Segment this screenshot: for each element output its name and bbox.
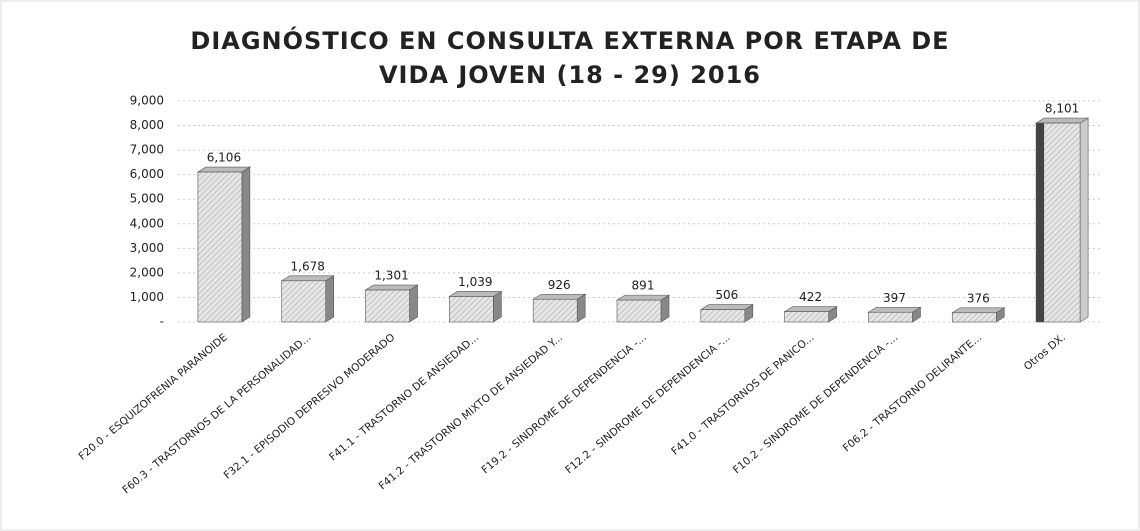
value-label: 891 [632, 279, 655, 293]
bar [197, 171, 243, 323]
bar-top [699, 304, 754, 310]
bar [700, 309, 746, 323]
bar [784, 311, 829, 323]
value-label: 376 [967, 291, 990, 305]
x-tick-label: F60.3 - TRASTORNOS DE LA PERSONALIDAD... [120, 331, 313, 496]
value-label: 1,039 [458, 275, 492, 289]
y-tick-label: 8,000 [130, 118, 164, 132]
x-tick-label: F41.2 - TRASTORNO MIXTO DE ANSIEDAD Y... [377, 331, 565, 492]
bar [868, 311, 913, 323]
bar-edge [1036, 123, 1045, 323]
bar-top [196, 166, 251, 173]
bar-side [1079, 117, 1089, 323]
value-label: 926 [548, 278, 571, 292]
bar-top [783, 306, 838, 312]
y-tick-label: 2,000 [130, 265, 164, 279]
bar [365, 289, 410, 323]
x-tick-label: F19.2 - SINDROME DE DEPENDENCIA -... [479, 331, 648, 476]
x-tick-label: F32.1 - EPISODIO DEPRESIVO MODERADO [222, 331, 398, 481]
bar-side [241, 166, 251, 323]
bar [532, 298, 578, 323]
x-tick-label: F12.2 - SINDROME DE DEPENDENCIA -... [563, 331, 732, 476]
bar-top [364, 284, 419, 291]
x-tick-label: Otros DX. [1022, 331, 1068, 373]
bar-top [280, 275, 335, 282]
y-tick-label: 5,000 [130, 192, 164, 206]
x-tick-label: F10.2 - SINDROME DE DEPENDENCIA -... [731, 331, 900, 476]
y-tick-label: 4,000 [130, 216, 164, 230]
y-tick-label: 3,000 [130, 241, 164, 255]
bar-top [532, 293, 587, 300]
value-label: 506 [715, 288, 738, 302]
value-label: 1,678 [291, 259, 325, 273]
bar-top [867, 306, 922, 313]
bar-top [615, 294, 671, 301]
bar-top [1035, 117, 1090, 124]
x-tick-label: F41.1 - TRASTORNO DE ANSIEDAD... [327, 331, 481, 463]
bar [449, 296, 494, 323]
bar-top [448, 291, 503, 297]
y-tick-label: 7,000 [130, 143, 164, 157]
bar-side [409, 284, 418, 323]
y-tick-label: 1,000 [130, 290, 164, 304]
value-label: 1,301 [374, 269, 408, 283]
bar [281, 280, 327, 323]
value-label: 6,106 [207, 151, 241, 165]
chart-title: DIAGNÓSTICO EN CONSULTA EXTERNA POR ETAP… [190, 25, 949, 55]
value-label: 8,101 [1045, 102, 1079, 116]
bar-top [951, 307, 1006, 314]
y-tick-label: 9,000 [130, 94, 164, 108]
value-label: 422 [799, 290, 822, 304]
bar [951, 312, 997, 323]
x-tick-label: F41.0 - TRASTORNOS DE PANICO... [669, 331, 816, 457]
x-tick-label: F20.0 - ESQUIZOFRENIA PARANOIDE [77, 331, 230, 462]
y-tick-label: - [160, 315, 164, 329]
bar-side [325, 275, 335, 323]
bar [616, 299, 662, 323]
chart-title: VIDA JOVEN (18 - 29) 2016 [379, 61, 761, 89]
value-label: 397 [883, 291, 906, 305]
x-tick-label: F06.2 - TRASTORNO DELIRANTE... [841, 331, 984, 454]
y-tick-label: 6,000 [130, 167, 164, 181]
